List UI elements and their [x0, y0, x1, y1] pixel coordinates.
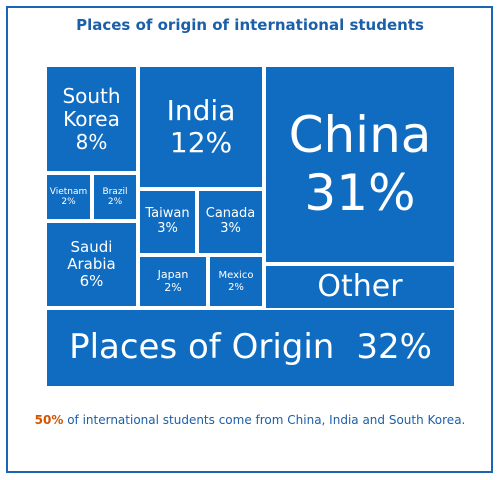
cell-china: China 31% — [264, 65, 456, 264]
cell-canada-name: Canada — [205, 206, 256, 222]
cell-saudi-arabia-name: Saudi Arabia — [67, 237, 116, 273]
cell-china-name: China — [288, 106, 432, 164]
cell-japan-name: Japan — [157, 267, 189, 281]
cell-mexico: Mexico 2% — [208, 255, 264, 308]
cell-china-value: 31% — [304, 163, 416, 222]
cell-south-korea-name: South Korea — [62, 83, 121, 131]
cell-saudi-arabia-value: 6% — [79, 272, 104, 291]
chart-title: Places of origin of international studen… — [76, 16, 424, 34]
cell-vietnam-value: 2% — [61, 197, 76, 207]
cell-places-of-origin: Places of Origin 32% — [45, 308, 456, 388]
cell-south-korea: South Korea 8% — [45, 65, 138, 173]
cell-places-of-origin-label: Places of Origin — [69, 327, 335, 368]
cell-canada: Canada 3% — [197, 189, 264, 255]
cell-vietnam: Vietnam 2% — [45, 173, 92, 221]
cell-brazil-value: 2% — [107, 197, 123, 207]
cell-mexico-name: Mexico — [218, 270, 254, 281]
cell-canada-value: 3% — [220, 221, 241, 236]
cell-taiwan-name: Taiwan — [145, 206, 190, 222]
cell-places-of-origin-value: 32% — [356, 327, 432, 368]
cell-india: India 12% — [138, 65, 264, 189]
cell-taiwan-value: 3% — [157, 221, 178, 236]
cell-south-korea-value: 8% — [75, 129, 108, 154]
cell-saudi-arabia: Saudi Arabia 6% — [45, 221, 138, 308]
cell-other: Other — [264, 264, 456, 310]
cell-japan: Japan 2% — [138, 255, 208, 308]
footnote-highlight: 50% — [34, 413, 64, 427]
cell-india-name: India — [166, 93, 236, 127]
cell-brazil-name: Brazil — [102, 186, 128, 197]
cell-vietnam-name: Vietnam — [49, 186, 88, 197]
cell-mexico-value: 2% — [228, 281, 244, 293]
cell-taiwan: Taiwan 3% — [138, 189, 197, 255]
footnote: 50% of international students come from … — [0, 413, 500, 427]
cell-japan-value: 2% — [164, 280, 182, 294]
cell-brazil: Brazil 2% — [92, 173, 138, 221]
cell-india-value: 12% — [169, 126, 233, 159]
cell-other-name: Other — [317, 268, 403, 304]
footnote-text: of international students come from Chin… — [63, 413, 466, 427]
